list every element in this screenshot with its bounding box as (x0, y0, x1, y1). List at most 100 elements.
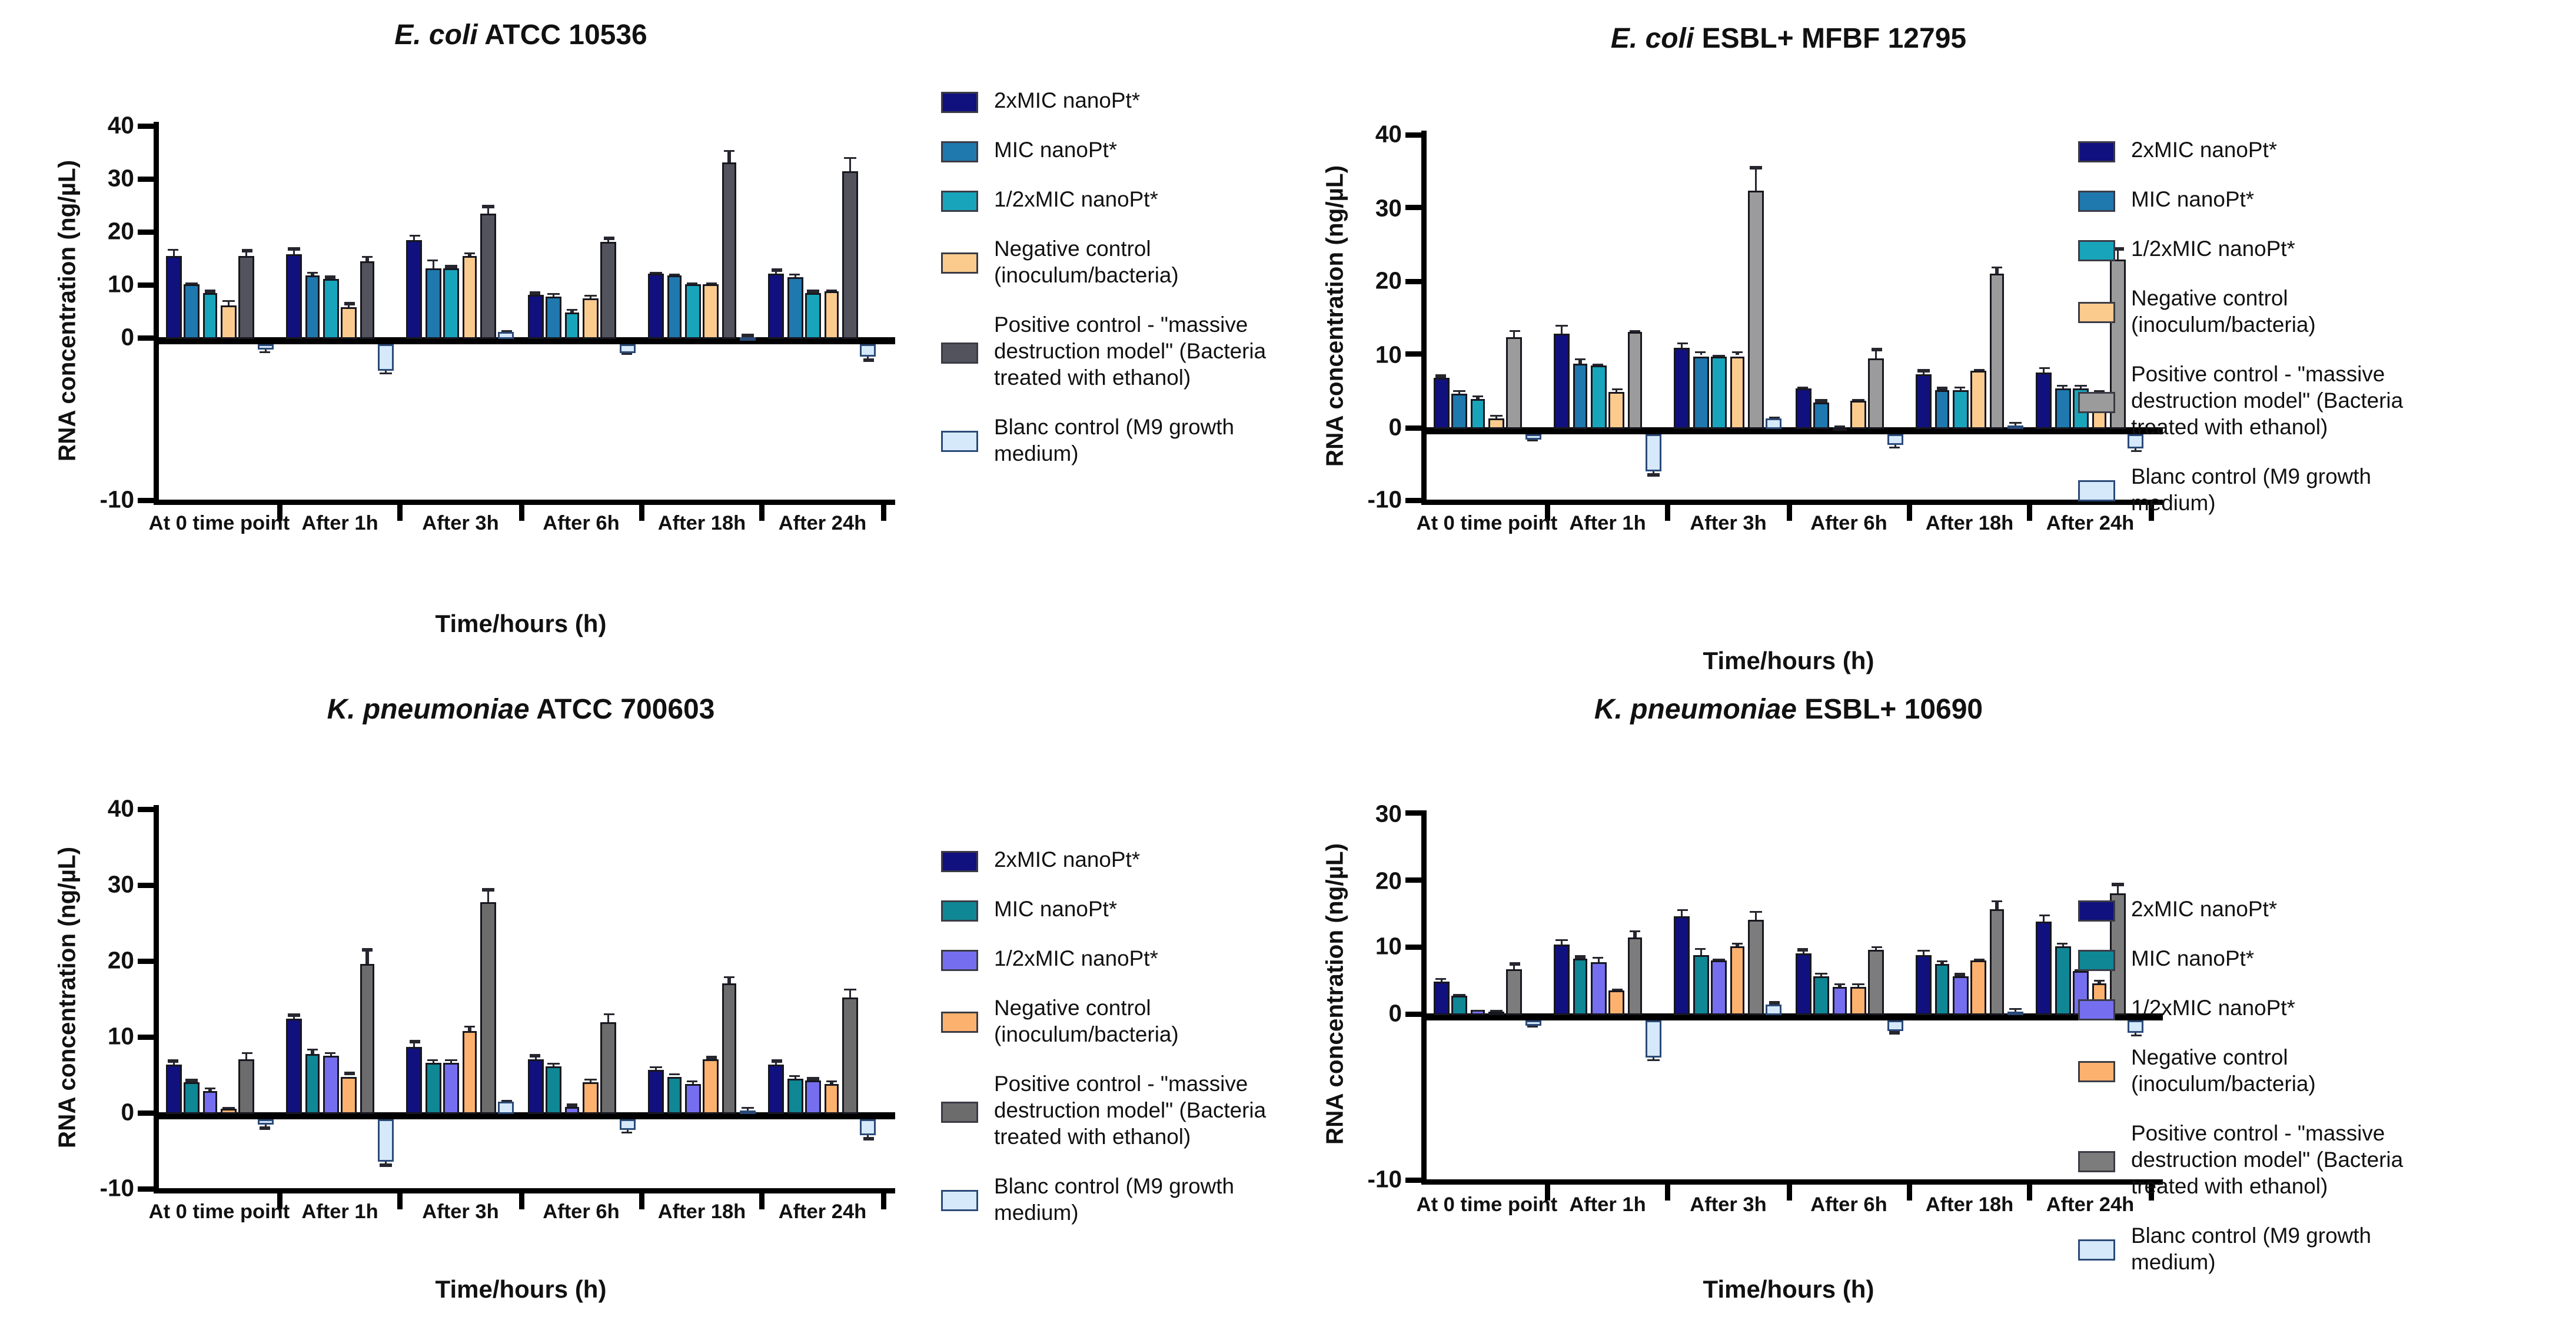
error-bar (245, 249, 248, 255)
bar (1952, 389, 1969, 429)
legend-item: Negative control (inoculum/bacteria) (2078, 286, 2431, 339)
category-tick (1665, 1185, 1671, 1201)
bar (378, 1118, 394, 1161)
error-bar-cap (770, 1060, 783, 1063)
y-tick-label: 20 (1375, 867, 1402, 894)
y-tick-label: 0 (1388, 1000, 1402, 1027)
legend-item: MIC nanoPt* (941, 897, 1294, 923)
bar (1572, 364, 1588, 429)
error-bar (1597, 957, 1600, 962)
error-bar-cap (1555, 939, 1568, 942)
category-tick (880, 505, 886, 521)
x-tick-label: After 3h (422, 514, 499, 535)
x-tick-label: At 0 time point (1416, 514, 1558, 535)
bar (220, 1108, 237, 1114)
error-bar (849, 157, 852, 172)
bar (1916, 374, 1932, 429)
x-tick-label: After 6h (543, 514, 620, 535)
legend-item: Positive control - "massive destruction … (2078, 362, 2431, 441)
error-bar-cap (807, 1078, 819, 1080)
chart-panel-4: K. pneumoniae ESBL+ 10690 RNA concentrati… (1289, 671, 2576, 1340)
legend-label: 1/2xMIC nanoPt* (2131, 237, 2295, 261)
error-bar-cap (687, 282, 699, 285)
bar (722, 983, 737, 1114)
error-bar-cap (1750, 167, 1761, 169)
y-tick (1405, 131, 1421, 137)
error-bar-cap (1611, 988, 1623, 991)
error-bar-cap (723, 976, 735, 979)
error-bar-cap (603, 1013, 614, 1016)
bar (1525, 1019, 1541, 1026)
legend-label: Negative control (inoculum/bacteria) (2131, 1045, 2316, 1096)
bar (1887, 433, 1903, 445)
legend-item: Negative control (inoculum/bacteria) (941, 996, 1294, 1049)
bar (1507, 337, 1523, 429)
bar (407, 1046, 423, 1114)
error-bar (2116, 883, 2119, 893)
error-bar-cap (650, 1066, 662, 1069)
bar (740, 337, 756, 341)
bar (2055, 388, 2070, 429)
bar (2007, 425, 2023, 430)
legend-label: 2xMIC nanoPt* (2131, 138, 2278, 162)
error-bar-cap (380, 372, 392, 375)
error-bar-cap (1611, 388, 1623, 391)
error-bar-cap (343, 302, 355, 305)
y-tick-label: 0 (121, 324, 134, 351)
chart-title-strain: ATCC 10536 (477, 21, 647, 51)
x-tick-label: At 0 time point (1416, 1195, 1558, 1216)
x-tick-label: After 1h (1569, 514, 1646, 535)
error-bar-cap (1490, 1009, 1502, 1012)
error-bar-cap (1936, 960, 1948, 962)
bar (341, 1076, 357, 1114)
error-bar-cap (1508, 330, 1520, 332)
error-bar-cap (2057, 942, 2069, 945)
error-bar-cap (2009, 421, 2022, 424)
error-bar-cap (1435, 374, 1447, 377)
category-tick (880, 1193, 886, 1209)
bar (304, 275, 320, 339)
bar (703, 1060, 719, 1114)
error-bar-cap (1750, 911, 1761, 914)
legend-item: 1/2xMIC nanoPt* (2078, 996, 2431, 1022)
error-bar (172, 248, 175, 257)
error-bar-cap (186, 282, 198, 285)
legend-swatch (2078, 391, 2115, 413)
error-bar-cap (2093, 389, 2105, 392)
category-tick (1906, 1185, 1912, 1201)
error-bar-cap (2075, 384, 2087, 387)
y-tick (138, 1109, 154, 1115)
error-bar (487, 888, 490, 902)
chart-title-strain: ESBL+ MFBF 12795 (1694, 25, 1967, 55)
legend-item: Blanc control (M9 growth medium) (941, 1174, 1294, 1227)
category-axis (152, 500, 895, 505)
legend-swatch (2078, 998, 2115, 1020)
error-bar (1875, 946, 1878, 951)
error-bar (607, 237, 610, 243)
y-tick (138, 334, 154, 340)
y-tick-label: -10 (1367, 486, 1402, 513)
bar (527, 1059, 543, 1114)
bar (1488, 418, 1504, 429)
error-bar-cap (742, 334, 754, 337)
bar (769, 274, 785, 339)
legend-swatch (941, 850, 978, 872)
bar (582, 297, 599, 339)
bar (1916, 955, 1932, 1015)
legend-swatch (2078, 1150, 2115, 1172)
error-bar (1875, 348, 1878, 359)
legend-label: 2xMIC nanoPt* (994, 88, 1141, 113)
error-bar (728, 976, 731, 984)
bar (257, 1118, 273, 1126)
error-bar-cap (1695, 947, 1707, 950)
legend-label: MIC nanoPt* (2131, 187, 2255, 212)
bar (498, 1102, 514, 1114)
legend-swatch (941, 341, 978, 363)
error-bar-cap (1889, 446, 1901, 449)
error-bar-cap (241, 249, 252, 252)
bar (202, 1090, 218, 1114)
error-bar-cap (2130, 1035, 2142, 1037)
zero-baseline (152, 337, 895, 344)
bar (1748, 190, 1764, 429)
error-bar (1560, 939, 1563, 945)
